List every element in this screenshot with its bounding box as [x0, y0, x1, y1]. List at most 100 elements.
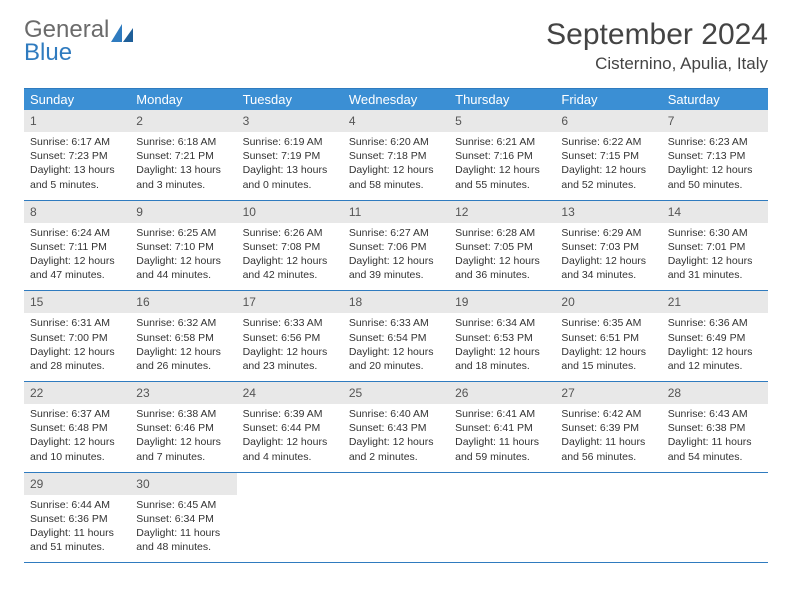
day-detail: Sunrise: 6:39 AMSunset: 6:44 PMDaylight:…	[243, 407, 337, 464]
day-number-band: 21	[662, 291, 768, 313]
day-detail: Sunrise: 6:21 AMSunset: 7:16 PMDaylight:…	[455, 135, 549, 192]
day-number: 3	[243, 114, 250, 128]
day-number-band: 13	[555, 201, 661, 223]
day-cell: 12 Sunrise: 6:28 AMSunset: 7:05 PMDayligh…	[449, 201, 555, 291]
day-number: 24	[243, 386, 256, 400]
day-cell	[343, 473, 449, 563]
day-cell: 27Sunrise: 6:42 AMSunset: 6:39 PMDayligh…	[555, 382, 661, 472]
day-detail: Sunrise: 6:27 AMSunset: 7:06 PMDaylight:…	[349, 226, 443, 283]
day-cell: 6Sunrise: 6:22 AMSunset: 7:15 PMDaylight…	[555, 110, 661, 200]
calendar: SundayMondayTuesdayWednesdayThursdayFrid…	[24, 88, 768, 563]
week-row: 1 Sunrise: 6:17 AMSunset: 7:23 PMDaylight…	[24, 110, 768, 201]
day-cell: 17 Sunrise: 6:33 AMSunset: 6:56 PMDayligh…	[237, 291, 343, 381]
day-cell	[237, 473, 343, 563]
week-row: 15Sunrise: 6:31 AMSunset: 7:00 PMDayligh…	[24, 291, 768, 382]
day-number: 10	[243, 205, 256, 219]
day-number-band: 20	[555, 291, 661, 313]
day-cell: 23Sunrise: 6:38 AMSunset: 6:46 PMDayligh…	[130, 382, 236, 472]
day-cell: 9 Sunrise: 6:25 AMSunset: 7:10 PMDaylight…	[130, 201, 236, 291]
weekday-sunday: Sunday	[24, 89, 130, 110]
day-cell: 30 Sunrise: 6:45 AMSunset: 6:34 PMDayligh…	[130, 473, 236, 563]
day-number: 23	[136, 386, 149, 400]
day-detail: Sunrise: 6:29 AMSunset: 7:03 PMDaylight:…	[561, 226, 655, 283]
day-cell: 21 Sunrise: 6:36 AMSunset: 6:49 PMDayligh…	[662, 291, 768, 381]
day-detail: Sunrise: 6:19 AMSunset: 7:19 PMDaylight:…	[243, 135, 337, 192]
day-cell: 19Sunrise: 6:34 AMSunset: 6:53 PMDayligh…	[449, 291, 555, 381]
day-cell: 13 Sunrise: 6:29 AMSunset: 7:03 PMDayligh…	[555, 201, 661, 291]
day-detail: Sunrise: 6:17 AMSunset: 7:23 PMDaylight:…	[30, 135, 124, 192]
day-number-band: 17	[237, 291, 343, 313]
day-detail: Sunrise: 6:33 AMSunset: 6:56 PMDaylight:…	[243, 316, 337, 373]
day-cell	[449, 473, 555, 563]
day-number: 4	[349, 114, 356, 128]
day-number: 19	[455, 295, 468, 309]
day-number: 9	[136, 205, 143, 219]
day-detail: Sunrise: 6:24 AMSunset: 7:11 PMDaylight:…	[30, 226, 124, 283]
title-block: September 2024 Cisternino, Apulia, Italy	[546, 18, 768, 74]
day-cell: 4 Sunrise: 6:20 AMSunset: 7:18 PMDaylight…	[343, 110, 449, 200]
day-detail: Sunrise: 6:25 AMSunset: 7:10 PMDaylight:…	[136, 226, 230, 283]
day-detail: Sunrise: 6:28 AMSunset: 7:05 PMDaylight:…	[455, 226, 549, 283]
header: General Blue September 2024 Cisternino, …	[24, 18, 768, 74]
day-cell: 2Sunrise: 6:18 AMSunset: 7:21 PMDaylight…	[130, 110, 236, 200]
day-number-band: 24	[237, 382, 343, 404]
day-cell: 10Sunrise: 6:26 AMSunset: 7:08 PMDayligh…	[237, 201, 343, 291]
day-cell: 7Sunrise: 6:23 AMSunset: 7:13 PMDaylight…	[662, 110, 768, 200]
day-cell: 1 Sunrise: 6:17 AMSunset: 7:23 PMDaylight…	[24, 110, 130, 200]
day-number-band: 10	[237, 201, 343, 223]
day-number-band: 18	[343, 291, 449, 313]
day-number: 12	[455, 205, 468, 219]
week-row: 29Sunrise: 6:44 AMSunset: 6:36 PMDayligh…	[24, 473, 768, 564]
day-number-band: 4	[343, 110, 449, 132]
day-number-band: 26	[449, 382, 555, 404]
day-cell	[555, 473, 661, 563]
logo-word-general: General	[24, 19, 109, 42]
day-number: 6	[561, 114, 568, 128]
day-number: 1	[30, 114, 37, 128]
day-number: 20	[561, 295, 574, 309]
day-number-band: 14	[662, 201, 768, 223]
day-number: 27	[561, 386, 574, 400]
day-number-band: 6	[555, 110, 661, 132]
day-number: 2	[136, 114, 143, 128]
day-number-band: 23	[130, 382, 236, 404]
day-number-band: 22	[24, 382, 130, 404]
day-cell: 26 Sunrise: 6:41 AMSunset: 6:41 PMDayligh…	[449, 382, 555, 472]
day-number: 7	[668, 114, 675, 128]
day-number: 14	[668, 205, 681, 219]
day-number: 26	[455, 386, 468, 400]
logo-text: General Blue	[24, 18, 133, 65]
day-number-band: 16	[130, 291, 236, 313]
day-number-band: 9	[130, 201, 236, 223]
day-cell: 5Sunrise: 6:21 AMSunset: 7:16 PMDaylight…	[449, 110, 555, 200]
weekday-thursday: Thursday	[449, 89, 555, 110]
week-row: 8 Sunrise: 6:24 AMSunset: 7:11 PMDaylight…	[24, 201, 768, 292]
day-detail: Sunrise: 6:40 AMSunset: 6:43 PMDaylight:…	[349, 407, 443, 464]
day-number-band: 3	[237, 110, 343, 132]
day-detail: Sunrise: 6:45 AMSunset: 6:34 PMDaylight:…	[136, 498, 230, 555]
day-number: 22	[30, 386, 43, 400]
day-detail: Sunrise: 6:20 AMSunset: 7:18 PMDaylight:…	[349, 135, 443, 192]
day-number: 17	[243, 295, 256, 309]
weekday-wednesday: Wednesday	[343, 89, 449, 110]
day-number: 15	[30, 295, 43, 309]
day-number: 30	[136, 477, 149, 491]
day-number-band: 15	[24, 291, 130, 313]
day-cell: 22 Sunrise: 6:37 AMSunset: 6:48 PMDayligh…	[24, 382, 130, 472]
day-cell: 15Sunrise: 6:31 AMSunset: 7:00 PMDayligh…	[24, 291, 130, 381]
day-number: 28	[668, 386, 681, 400]
day-number-band: 7	[662, 110, 768, 132]
day-detail: Sunrise: 6:43 AMSunset: 6:38 PMDaylight:…	[668, 407, 762, 464]
day-detail: Sunrise: 6:41 AMSunset: 6:41 PMDaylight:…	[455, 407, 549, 464]
day-cell: 20Sunrise: 6:35 AMSunset: 6:51 PMDayligh…	[555, 291, 661, 381]
day-cell	[662, 473, 768, 563]
day-detail: Sunrise: 6:33 AMSunset: 6:54 PMDaylight:…	[349, 316, 443, 373]
day-cell: 29Sunrise: 6:44 AMSunset: 6:36 PMDayligh…	[24, 473, 130, 563]
day-cell: 24 Sunrise: 6:39 AMSunset: 6:44 PMDayligh…	[237, 382, 343, 472]
day-cell: 3 Sunrise: 6:19 AMSunset: 7:19 PMDaylight…	[237, 110, 343, 200]
day-cell: 8 Sunrise: 6:24 AMSunset: 7:11 PMDaylight…	[24, 201, 130, 291]
day-detail: Sunrise: 6:36 AMSunset: 6:49 PMDaylight:…	[668, 316, 762, 373]
weekday-friday: Friday	[555, 89, 661, 110]
day-number-band: 8	[24, 201, 130, 223]
day-detail: Sunrise: 6:37 AMSunset: 6:48 PMDaylight:…	[30, 407, 124, 464]
